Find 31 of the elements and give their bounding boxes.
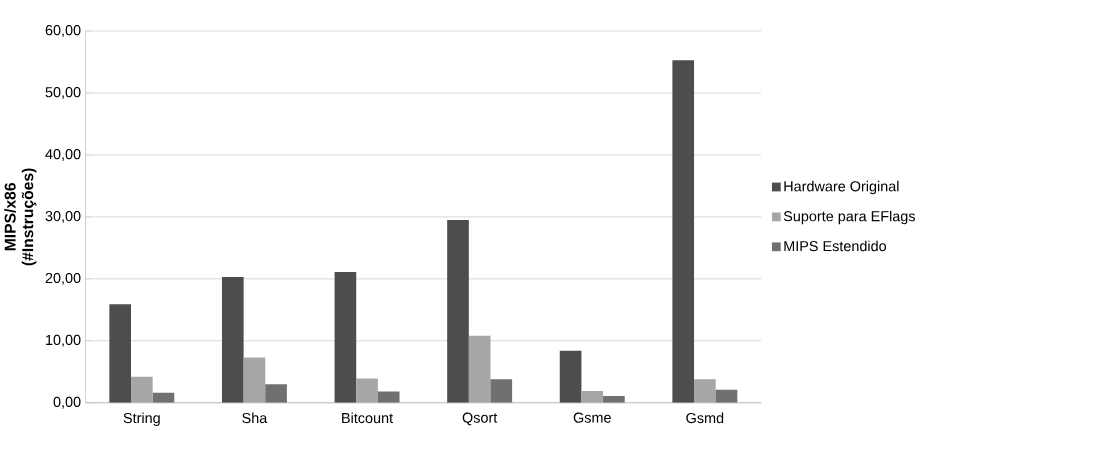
y-axis-title: MIPS/x86 (#Instruções) bbox=[4, 168, 37, 266]
x-tick-label: Sha bbox=[242, 412, 268, 424]
bar bbox=[672, 60, 695, 403]
y-tick-label: 40,00 bbox=[45, 149, 81, 161]
x-tick-label: Gsmd bbox=[686, 412, 724, 424]
bar bbox=[265, 384, 287, 403]
x-tick-label: Qsort bbox=[462, 412, 498, 426]
bar bbox=[377, 391, 400, 403]
legend-label: Hardware Original bbox=[784, 180, 899, 195]
legend-label: Suporte para EFlags bbox=[783, 210, 916, 225]
bar bbox=[221, 277, 244, 403]
bar bbox=[490, 379, 513, 403]
y-tick-label: 20,00 bbox=[45, 272, 81, 285]
bar bbox=[109, 304, 131, 403]
bar bbox=[356, 378, 378, 403]
y-tick-label: 60,00 bbox=[45, 25, 81, 38]
bar bbox=[334, 272, 357, 403]
x-tick-label: Gsme bbox=[573, 412, 611, 423]
y-tick-label: 10,00 bbox=[46, 334, 81, 347]
y-tick-label: 0,00 bbox=[53, 396, 81, 409]
y-tick-label: 50,00 bbox=[45, 87, 81, 99]
bar bbox=[131, 376, 153, 403]
bar bbox=[559, 350, 582, 403]
legend-label: MIPS Estendido bbox=[784, 240, 887, 252]
y-tick-label: 30,00 bbox=[45, 210, 81, 223]
x-tick-label: Bitcount bbox=[342, 412, 393, 424]
bar bbox=[581, 390, 604, 403]
x-tick-label: String bbox=[123, 412, 160, 426]
bar bbox=[243, 357, 266, 403]
bar bbox=[447, 220, 469, 403]
bar bbox=[694, 379, 716, 403]
